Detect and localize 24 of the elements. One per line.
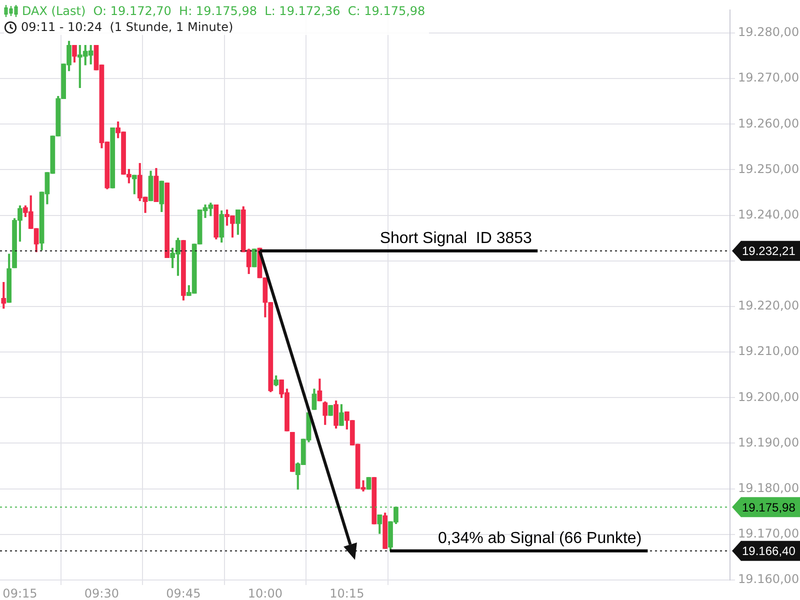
ref-line-label: 19.232,21 <box>742 244 796 258</box>
x-tick-label: 09:30 <box>84 586 120 600</box>
y-tick-label: 19.220,00 <box>738 298 800 313</box>
y-tick-label: 19.180,00 <box>738 480 800 495</box>
x-tick-label: 10:00 <box>248 586 282 600</box>
y-tick-label: 19.200,00 <box>738 390 800 404</box>
text: 09:11 - 10:24 (1 Stunde, 1 Minute) <box>21 19 234 35</box>
ref-line-label: 19.175,98 <box>742 500 796 514</box>
y-tick-label: 19.240,00 <box>738 207 800 222</box>
ref-line-label: 19.166,40 <box>742 544 796 558</box>
y-tick-label: 19.260,00 <box>738 116 800 130</box>
y-tick-label: 19.190,00 <box>738 435 800 450</box>
x-tick-label: 09:15 <box>2 586 38 600</box>
annotation: 0,34% ab Signal (66 Punkte) <box>438 530 642 548</box>
annotation: Short Signal ID 3853 <box>380 230 532 248</box>
y-tick-label: 19.270,00 <box>738 70 800 85</box>
chart-title: DAX (Last) O: 19.172,70 H: 19.175,98 L: 19.172,36 C: 19.175,98 <box>22 3 426 19</box>
y-tick-label: 19.170,00 <box>738 526 800 541</box>
y-tick-label: 19.160,00 <box>738 572 800 586</box>
x-tick-label: 09:45 <box>166 586 201 600</box>
x-tick-label: 10:15 <box>330 586 364 600</box>
y-tick-label: 19.280,00 <box>738 25 800 40</box>
y-tick-label: 19.210,00 <box>738 344 800 358</box>
y-tick-label: 19.250,00 <box>738 162 800 176</box>
